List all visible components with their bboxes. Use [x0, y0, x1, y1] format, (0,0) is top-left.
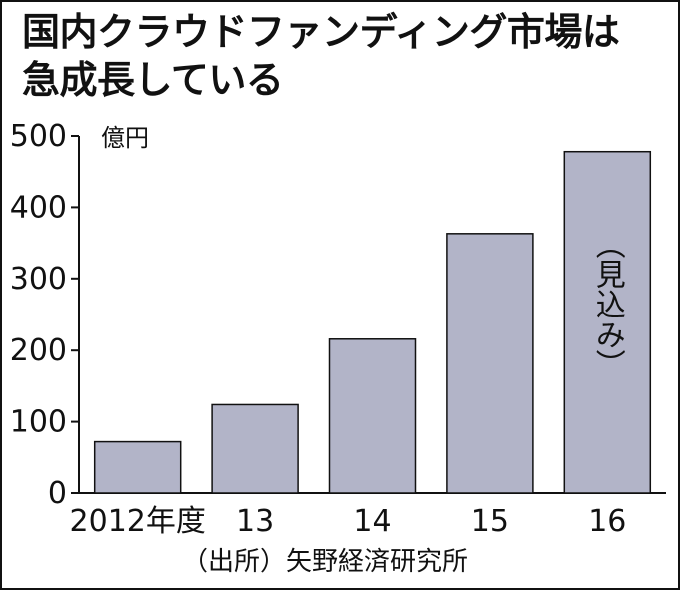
y-unit-label: 億円: [101, 124, 149, 152]
chart-title-line-1: 国内クラウドファンディング市場は: [22, 10, 620, 54]
bar-2: [211, 403, 299, 494]
y-tick-label: 100: [10, 405, 67, 440]
bar-3: [328, 338, 417, 494]
x-category-label: 16: [588, 504, 626, 539]
y-tick-label: 400: [10, 190, 67, 225]
y-tick-label: 300: [10, 262, 67, 297]
source-note: （出所）矢野経済研究所: [182, 547, 469, 577]
x-category-label: 13: [236, 504, 274, 539]
y-tick-label: 0: [48, 476, 67, 511]
bar-5: [563, 150, 652, 494]
x-category-label: 14: [353, 504, 391, 539]
y-tick-label: 200: [10, 333, 67, 368]
chart-title-line-2: 急成長している: [22, 58, 284, 102]
x-category-label: 15: [471, 504, 509, 539]
bar-4: [446, 233, 534, 494]
x-category-label: 2012年度: [70, 504, 206, 539]
bar-annotation-label: （見込み）: [590, 229, 626, 379]
y-tick-label: 500: [10, 119, 67, 154]
bar-1: [93, 440, 182, 494]
